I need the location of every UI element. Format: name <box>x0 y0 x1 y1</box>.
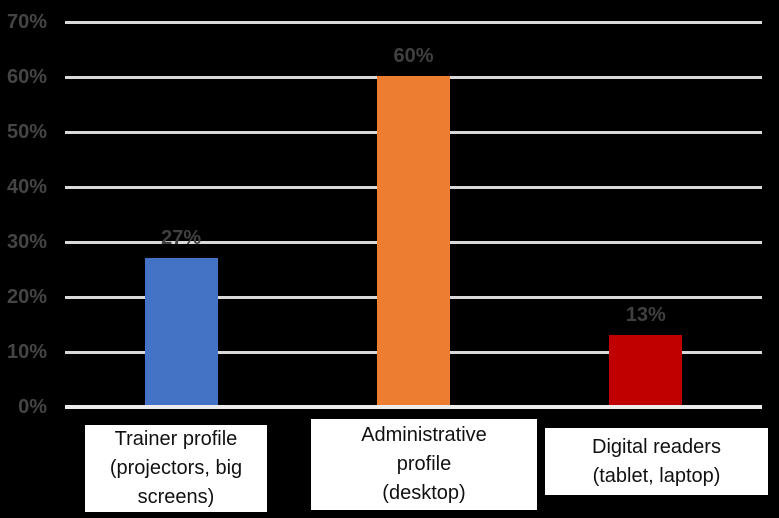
y-axis-tick-label: 30% <box>6 231 47 253</box>
category-label-line: Administrative <box>361 424 487 446</box>
category-label-line: (projectors, big <box>109 457 243 479</box>
bar-value-label: 13% <box>625 303 666 326</box>
y-axis-tick-label: 40% <box>6 176 47 198</box>
category-label-line: Digital readers <box>592 435 721 458</box>
x-axis-line <box>65 405 762 409</box>
y-axis-tick-label: 70% <box>6 11 47 33</box>
category-label-line: (desktop) <box>382 482 466 504</box>
gridline <box>65 21 762 24</box>
y-axis-tick-label: 20% <box>6 286 47 308</box>
category-label-line: profile <box>396 453 452 475</box>
bar-0 <box>144 257 218 406</box>
y-axis-tick-label: 10% <box>6 341 47 363</box>
category-label-administrative-profile: Administrative profile (desktop) <box>311 419 537 510</box>
y-axis-tick-label: 60% <box>6 66 47 88</box>
bar-value-label: 60% <box>393 45 434 67</box>
bar-2 <box>609 334 683 406</box>
category-label-trainer-profile: Trainer profile (projectors, big screens… <box>85 425 267 512</box>
category-label-line: screens) <box>137 486 215 508</box>
category-label-text: Digital readers (tablet, laptop) <box>592 433 721 491</box>
bar-value-label: 27% <box>161 226 202 249</box>
bar-1 <box>377 76 450 406</box>
category-label-text: Trainer profile (projectors, big screens… <box>110 425 242 512</box>
category-label-digital-readers: Digital readers (tablet, laptop) <box>545 428 768 495</box>
y-axis-tick-label: 0% <box>18 396 47 418</box>
category-label-line: (tablet, laptop) <box>592 464 721 487</box>
y-axis-tick-label: 50% <box>6 121 47 143</box>
category-label-line: Trainer profile <box>114 428 238 450</box>
category-label-text: Administrative profile (desktop) <box>361 421 487 508</box>
